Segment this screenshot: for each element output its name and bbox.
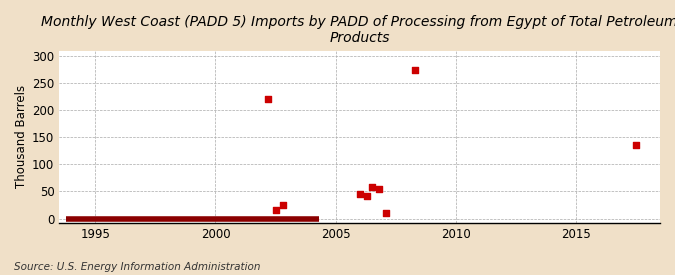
Y-axis label: Thousand Barrels: Thousand Barrels: [15, 85, 28, 188]
Point: [277, 203, 288, 207]
Point: [270, 208, 281, 213]
Point: [361, 194, 372, 198]
Point: [410, 67, 421, 72]
Title: Monthly West Coast (PADD 5) Imports by PADD of Processing from Egypt of Total Pe: Monthly West Coast (PADD 5) Imports by P…: [41, 15, 675, 45]
Point: [381, 211, 392, 215]
Point: [373, 186, 384, 191]
Point: [630, 143, 641, 148]
Point: [367, 185, 377, 189]
Point: [354, 192, 365, 196]
Point: [263, 97, 274, 101]
Text: Source: U.S. Energy Information Administration: Source: U.S. Energy Information Administ…: [14, 262, 260, 272]
